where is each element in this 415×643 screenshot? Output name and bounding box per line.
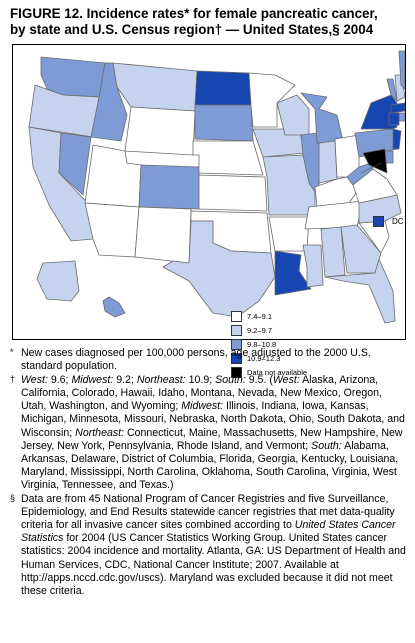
state-alaska: [36, 260, 80, 302]
state-rhode-island: [398, 112, 405, 122]
footnote-segment: Illinois, Indiana, Iowa, Kansas, Michiga…: [21, 400, 405, 439]
footnote-segment: Alabama, Arkansas, Delaware, District of…: [21, 439, 399, 491]
footnote-segment: New cases diagnosed per 100,000 persons,…: [21, 347, 371, 373]
dc-label: DC: [392, 217, 404, 226]
footnote-segment: South:: [311, 439, 342, 452]
footnote-dagger: † West: 9.6; Midwest: 9.2; Northeast: 10…: [10, 374, 408, 492]
footnote-segment: Midwest:: [71, 374, 114, 387]
legend-swatch-2: [231, 324, 242, 336]
legend-item-3: 9.8–10.8: [231, 337, 307, 351]
state-minnesota: [248, 72, 296, 128]
legend: 7.4–9.1 9.2–9.7 9.8–10.8 10.9–12.3 Data …: [231, 309, 307, 379]
state-kansas: [198, 174, 268, 212]
legend-item-4: 10.9–12.3: [231, 351, 307, 365]
state-utah: [84, 144, 142, 208]
legend-label-2: 9.2–9.7: [247, 325, 273, 335]
footnote-text: New cases diagnosed per 100,000 persons,…: [21, 347, 371, 372]
legend-label-3: 9.8–10.8: [247, 339, 277, 349]
state-arizona: [84, 202, 140, 258]
state-florida: [324, 258, 396, 324]
footnote-text: Data are from 45 National Program of Can…: [21, 493, 406, 597]
dc-swatch: [373, 216, 384, 227]
footnote-segment: for 2004 (US Cancer Statistics Working G…: [21, 532, 406, 597]
state-new-jersey: [392, 128, 402, 150]
state-colorado: [138, 164, 200, 210]
legend-item-1: 7.4–9.1: [231, 309, 307, 323]
us-choropleth-map: [28, 50, 405, 324]
dc-leader-line: [360, 162, 382, 174]
footnote-segment: United States Cancer Statistics: [21, 519, 396, 545]
state-nebraska: [192, 140, 264, 176]
footnote-marker: *: [10, 347, 14, 357]
legend-swatch-4: [231, 352, 242, 364]
state-indiana: [318, 140, 338, 184]
footnote-section: § Data are from 45 National Program of C…: [10, 493, 408, 598]
footnote-marker: §: [10, 493, 16, 504]
footnote-segment: Alaska, Arizona, California, Colorado, H…: [21, 374, 382, 413]
footnotes: * New cases diagnosed per 100,000 person…: [10, 347, 408, 599]
state-new-mexico: [134, 206, 192, 264]
footnote-segment: West:: [21, 374, 48, 387]
state-louisiana: [274, 250, 312, 296]
footnote-segment: Northeast:: [75, 426, 125, 439]
state-south-dakota: [194, 104, 254, 142]
state-wisconsin: [276, 94, 310, 136]
footnote-segment: 9.5. (: [245, 374, 273, 387]
figure-title: FIGURE 12. Incidence rates* for female p…: [10, 6, 410, 38]
footnote-marker: †: [10, 374, 16, 385]
state-alabama: [320, 226, 346, 278]
footnote-segment: Data are from 45 National Program of Can…: [21, 493, 395, 532]
footnote-segment: 10.9;: [185, 374, 216, 387]
state-mississippi: [302, 244, 324, 288]
title-line-2: by state and U.S. Census region† — Unite…: [10, 22, 374, 37]
legend-swatch-5: [231, 366, 242, 378]
footnote-segment: Connecticut, Maine, Massachusetts, New H…: [21, 426, 403, 452]
footnote-segment: Midwest:: [181, 400, 224, 413]
footnote-asterisk: * New cases diagnosed per 100,000 person…: [10, 347, 408, 373]
footnote-text: West: 9.6; Midwest: 9.2; Northeast: 10.9…: [21, 374, 405, 491]
legend-swatch-3: [231, 338, 242, 350]
legend-label-1: 7.4–9.1: [247, 311, 273, 321]
map-frame: DC 7.4–9.1 9.2–9.7 9.8–10.8 10.9–12.3 Da…: [12, 44, 406, 378]
state-maryland: [362, 148, 388, 174]
state-wyoming: [124, 106, 196, 156]
legend-label-4: 10.9–12.3: [247, 353, 281, 363]
footnote-segment: 9.6;: [47, 374, 72, 387]
dc-callout: DC: [373, 216, 404, 227]
legend-label-5: Data not available: [247, 367, 308, 377]
state-michigan: [300, 92, 344, 144]
state-hawaii: [102, 296, 126, 318]
footnote-segment: South:: [215, 374, 246, 387]
legend-item-5: Data not available: [231, 365, 307, 379]
footnote-segment: 9.2;: [113, 374, 137, 387]
state-massachusetts: [390, 102, 405, 114]
state-new-hampshire: [394, 74, 405, 102]
footnote-segment: West:: [272, 374, 300, 387]
footnote-segment: Northeast:: [136, 374, 186, 387]
state-texas: [162, 220, 276, 318]
state-nevada: [58, 132, 92, 196]
title-line-1: FIGURE 12. Incidence rates* for female p…: [10, 6, 378, 21]
state-north-dakota: [194, 70, 252, 106]
state-montana: [112, 62, 198, 112]
state-maine: [398, 50, 405, 90]
legend-item-2: 9.2–9.7: [231, 323, 307, 337]
state-connecticut: [388, 112, 400, 126]
legend-swatch-1: [231, 310, 242, 322]
